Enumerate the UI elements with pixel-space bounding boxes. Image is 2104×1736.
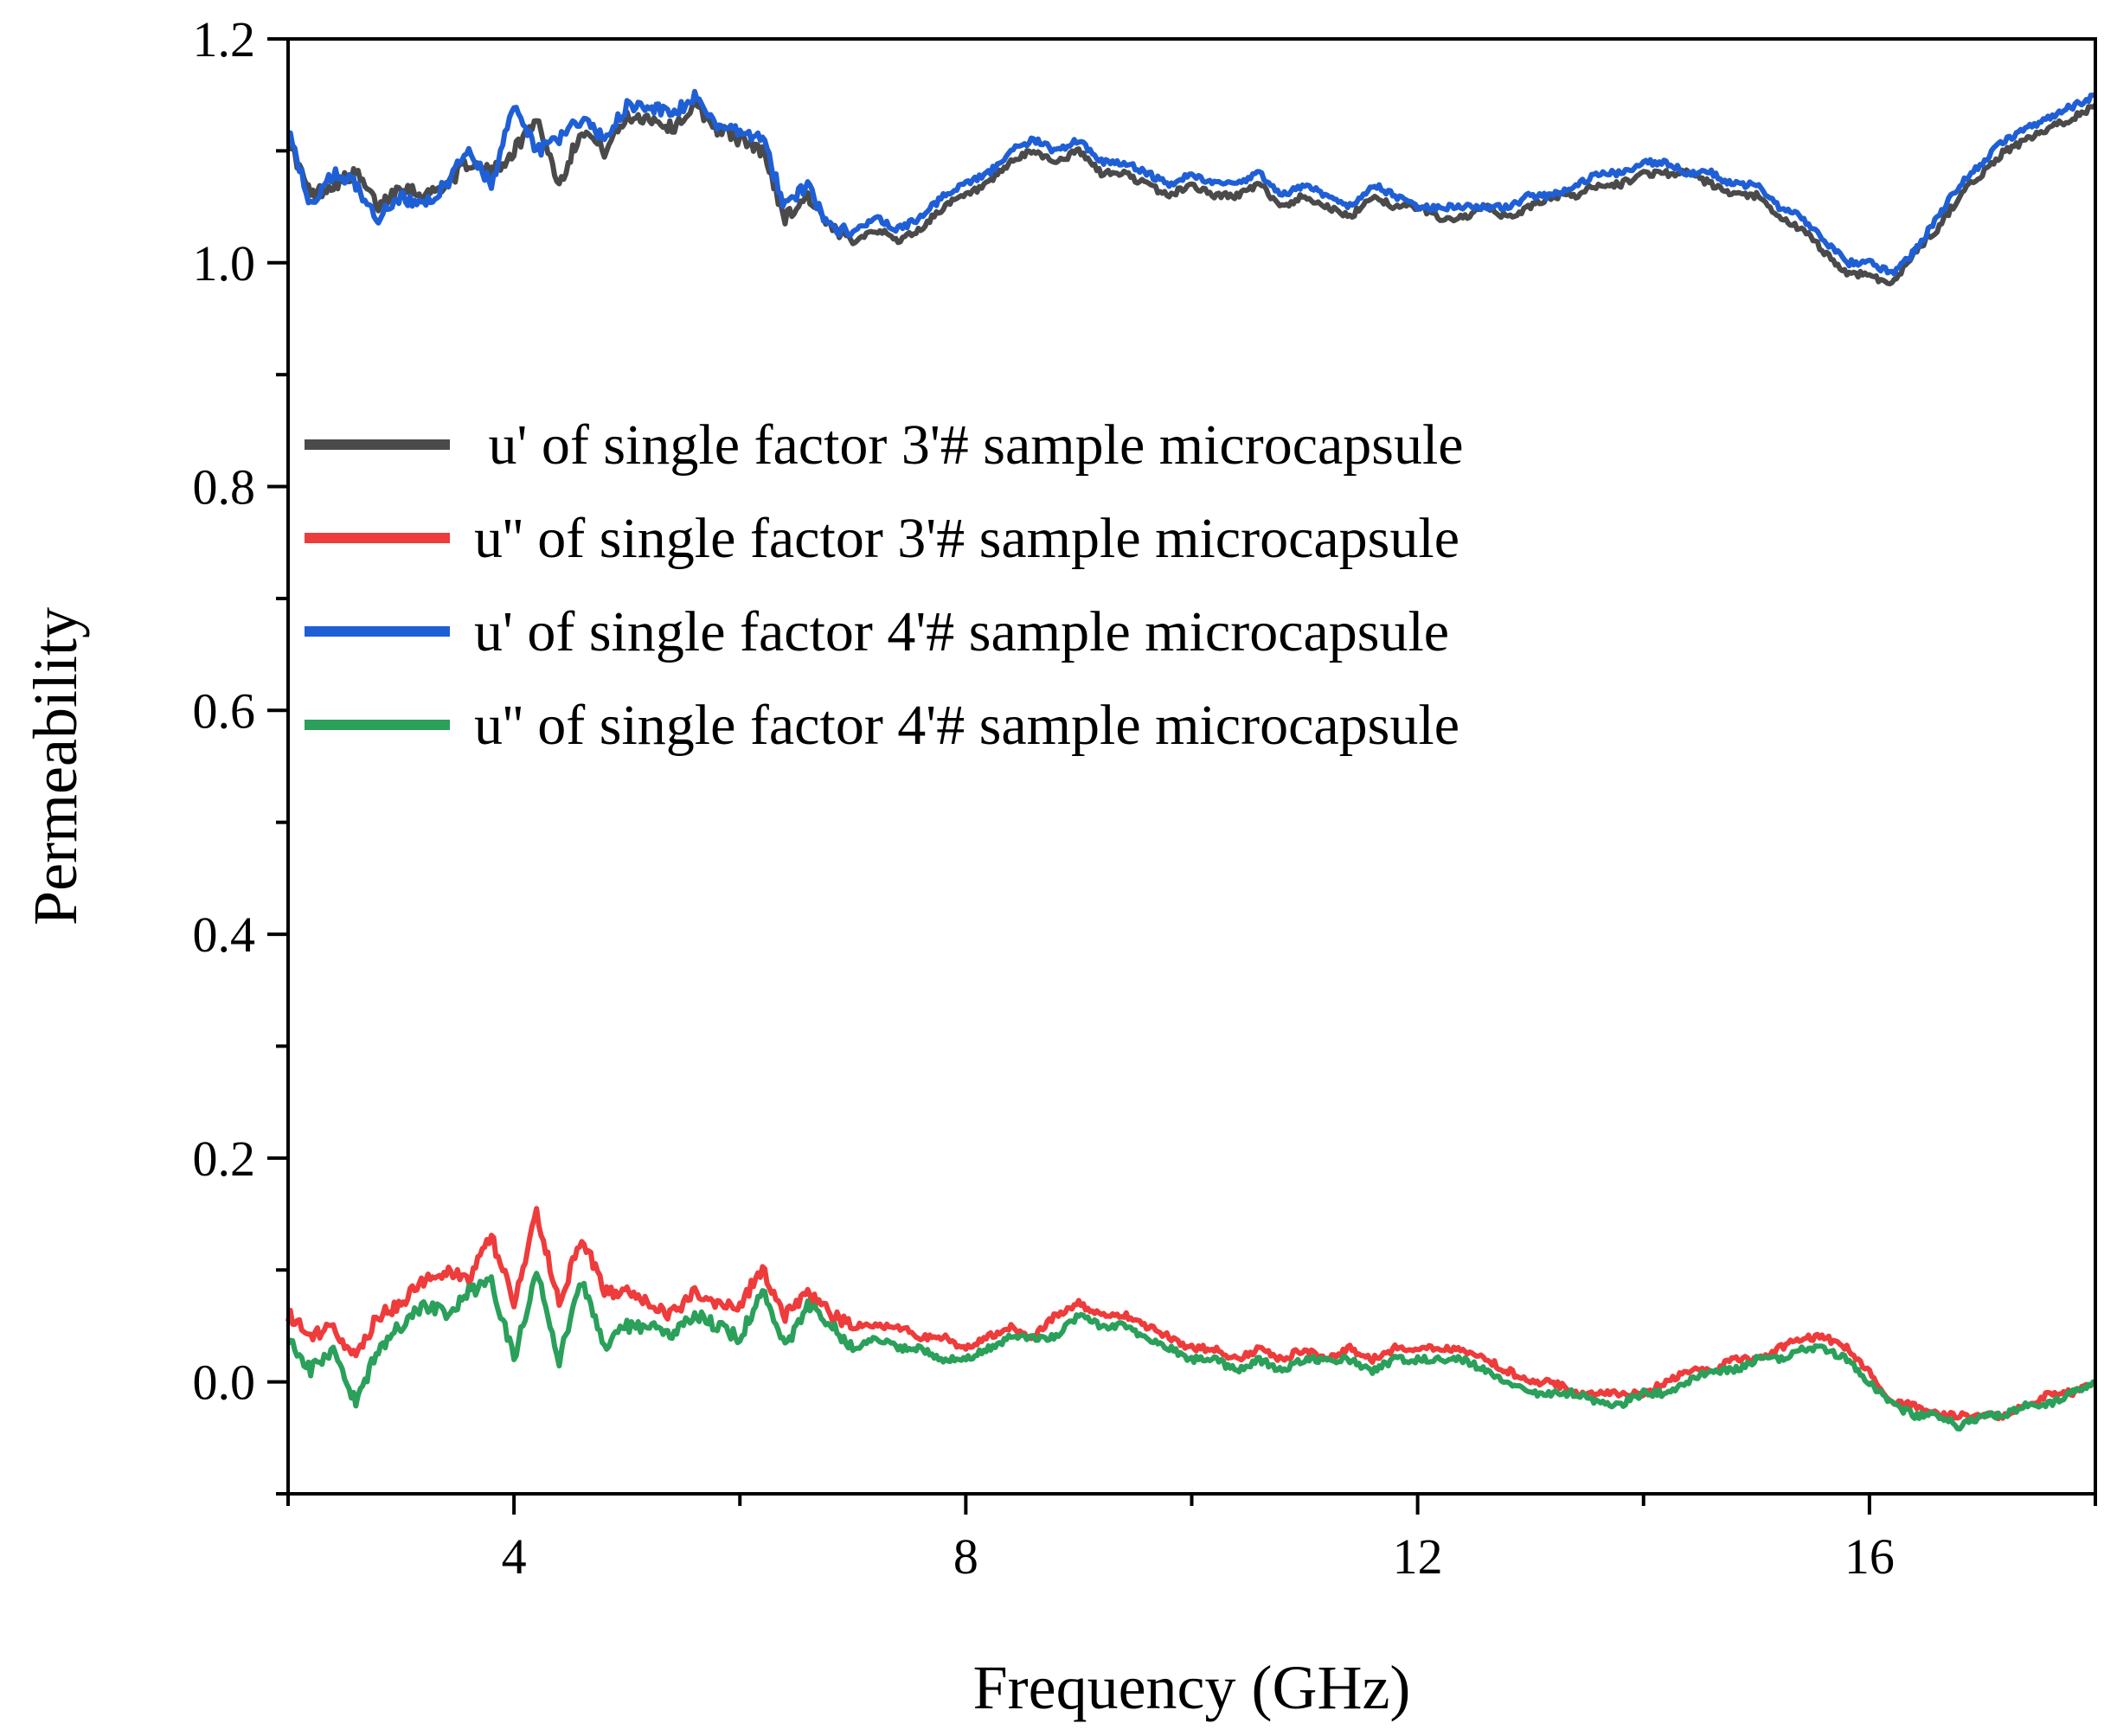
y-tick-label: 0.8 [193, 459, 256, 516]
x-axis: 4 8 12 16 [286, 1494, 2097, 1585]
legend-label: u'' of single factor 3'# sample microcap… [474, 507, 1459, 570]
legend-label: u' of single factor 3'# sample microcaps… [474, 413, 1464, 477]
series-line-3 [285, 88, 2096, 277]
x-axis-title: Frequency (GHz) [973, 1653, 1411, 1722]
series-line-4 [285, 1271, 2096, 1432]
series-layer [285, 88, 2097, 1432]
y-tick-label: 1.0 [193, 235, 256, 291]
x-tick-label: 16 [1844, 1528, 1895, 1585]
y-tick-label: 0.6 [193, 682, 256, 739]
y-axis: 0.0 0.2 0.4 0.6 0.8 1.0 1.2 [193, 11, 288, 1496]
x-tick-label: 8 [953, 1528, 978, 1585]
y-tick-label: 0.2 [193, 1131, 256, 1187]
y-tick-label: 1.2 [193, 11, 256, 67]
y-tick-label: 0.4 [193, 906, 256, 963]
y-axis-title: Permeability [21, 607, 90, 926]
y-tick-label: 0.0 [193, 1355, 256, 1411]
legend: u' of single factor 3'# sample microcaps… [305, 413, 1464, 757]
series-line-2 [285, 1206, 2097, 1422]
x-tick-label: 12 [1393, 1528, 1443, 1585]
legend-label: u'' of single factor 4'# sample microcap… [474, 694, 1459, 757]
x-tick-label: 4 [502, 1528, 527, 1585]
legend-label: u' of single factor 4'# sample microcaps… [474, 600, 1449, 663]
series-line-1 [285, 97, 2097, 287]
